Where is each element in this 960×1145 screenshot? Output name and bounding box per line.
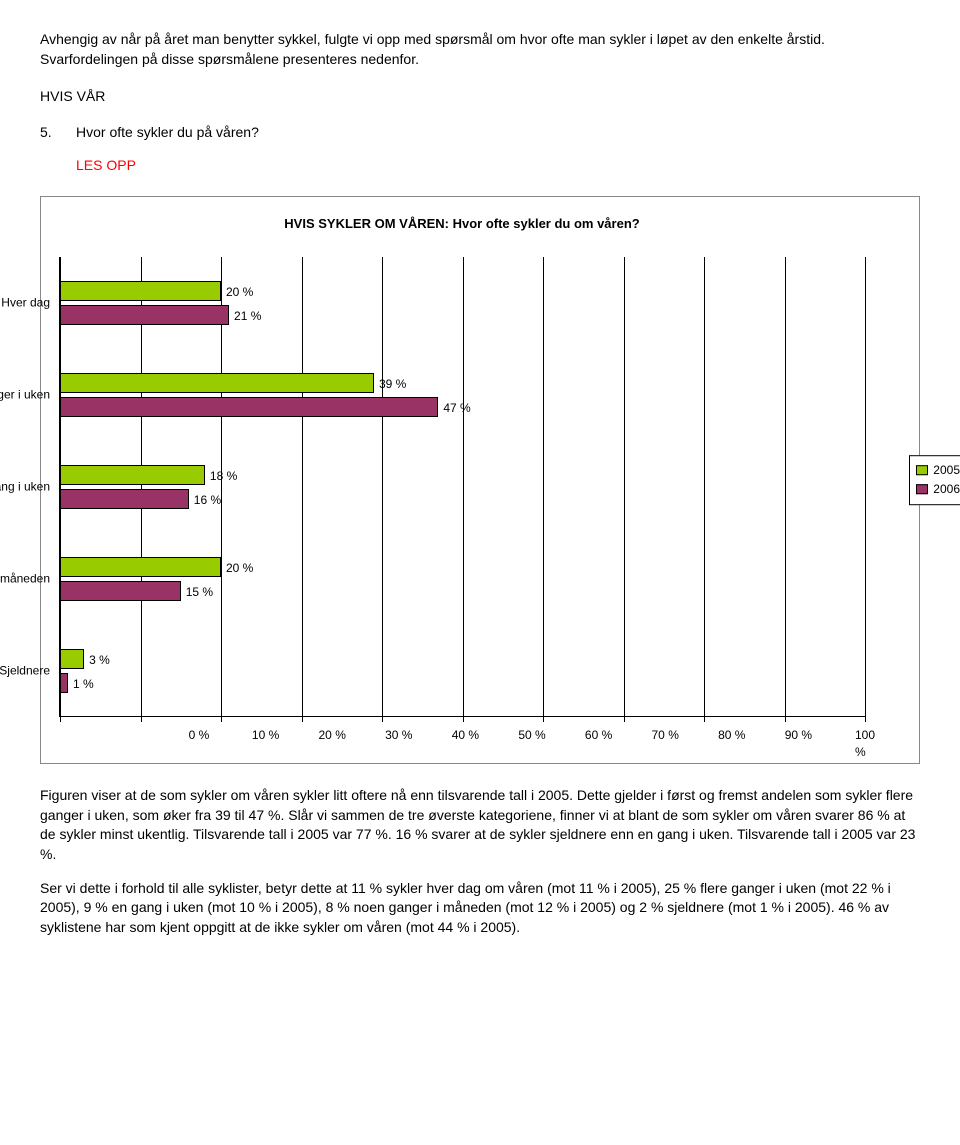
chart-x-tick-label: 20 % [319, 727, 346, 744]
chart-category-label: Flere ganger i uken [0, 387, 50, 404]
chart-x-tick-label: 50 % [518, 727, 545, 744]
chart-x-tick-label: 60 % [585, 727, 612, 744]
question-row: 5. Hvor ofte sykler du på våren? [40, 123, 920, 143]
chart-bar-value: 18 % [210, 468, 237, 485]
chart-bar-value: 15 % [186, 584, 213, 601]
chart-category-label: En gang i uken [0, 479, 50, 496]
chart-bar-value: 21 % [234, 308, 261, 325]
chart-x-tick-label: 30 % [385, 727, 412, 744]
chart-title: HVIS SYKLER OM VÅREN: Hvor ofte sykler d… [59, 215, 865, 233]
chart-container: HVIS SYKLER OM VÅREN: Hvor ofte sykler d… [40, 196, 920, 764]
chart-bar-value: 20 % [226, 560, 253, 577]
chart-bar: 20 % [60, 281, 221, 301]
question-text: Hvor ofte sykler du på våren? [76, 123, 259, 143]
chart-bar: 18 % [60, 465, 205, 485]
chart-bar-value: 1 % [73, 676, 94, 693]
chart-category-label: Noen ganger i måneden [0, 571, 50, 588]
chart-bar-value: 20 % [226, 284, 253, 301]
legend-item: 2006 [916, 481, 960, 498]
chart-bar: 20 % [60, 557, 221, 577]
legend-label: 2005 [933, 462, 960, 479]
chart-x-tick-label: 10 % [252, 727, 279, 744]
chart-bar: 1 % [60, 673, 68, 693]
chart-x-tick-label: 0 % [189, 727, 210, 744]
chart-plot-area: Hver dag20 %21 %Flere ganger i uken39 %4… [59, 257, 865, 717]
chart-x-tick-label: 70 % [652, 727, 679, 744]
question-number: 5. [40, 123, 76, 143]
analysis-paragraph-1: Figuren viser at de som sykler om våren … [40, 786, 920, 864]
chart-bar-value: 3 % [89, 652, 110, 669]
chart-x-axis: 0 %10 %20 %30 %40 %50 %60 %70 %80 %90 %1… [199, 727, 865, 745]
chart-category-group: Noen ganger i måneden20 %15 % [60, 549, 865, 609]
chart-category-label: Sjeldnere [0, 663, 50, 680]
les-opp-label: LES OPP [76, 156, 920, 176]
chart-bar-value: 47 % [443, 400, 470, 417]
analysis-paragraph-2: Ser vi dette i forhold til alle sykliste… [40, 879, 920, 938]
chart-category-label: Hver dag [0, 295, 50, 312]
chart-bar-value: 39 % [379, 376, 406, 393]
chart-bar: 47 % [60, 397, 438, 417]
intro-paragraph: Avhengig av når på året man benytter syk… [40, 30, 920, 69]
chart-x-tick-label: 80 % [718, 727, 745, 744]
chart-category-group: En gang i uken18 %16 % [60, 457, 865, 517]
chart-legend: 2005 2006 [909, 455, 960, 505]
chart-bar: 39 % [60, 373, 374, 393]
chart-bar-value: 16 % [194, 492, 221, 509]
legend-swatch [916, 466, 928, 476]
chart-bar: 21 % [60, 305, 229, 325]
legend-item: 2005 [916, 462, 960, 479]
chart-bar: 15 % [60, 581, 181, 601]
chart-category-group: Sjeldnere3 %1 % [60, 641, 865, 701]
chart-x-tick-label: 100 % [855, 727, 875, 761]
chart-x-tick-label: 40 % [452, 727, 479, 744]
chart-category-group: Flere ganger i uken39 %47 % [60, 365, 865, 425]
section-label: HVIS VÅR [40, 87, 920, 107]
legend-swatch [916, 484, 928, 494]
legend-label: 2006 [933, 481, 960, 498]
chart-category-group: Hver dag20 %21 % [60, 273, 865, 333]
chart-bar: 16 % [60, 489, 189, 509]
chart-x-tick-label: 90 % [785, 727, 812, 744]
chart-bar: 3 % [60, 649, 84, 669]
